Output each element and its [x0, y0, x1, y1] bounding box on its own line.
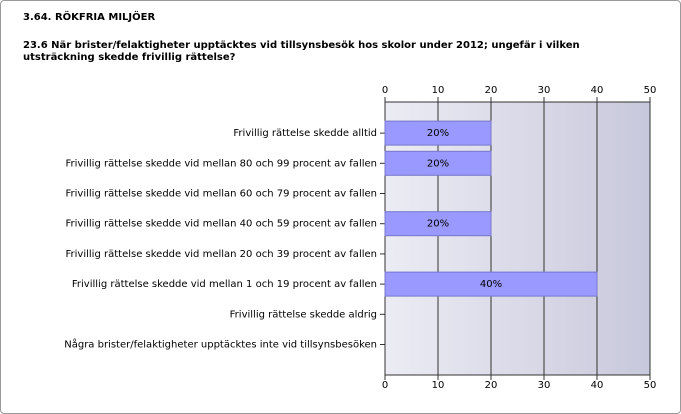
value-label: 20% — [427, 219, 449, 230]
x-tick-label: 20 — [485, 380, 498, 391]
bar — [384, 271, 598, 297]
y-tick-label: Frivillig rättelse skedde vid mellan 60 … — [66, 189, 377, 200]
x-tick-label: 0 — [382, 380, 388, 391]
y-tick-label: Frivillig rättelse skedde aldrig — [230, 309, 377, 320]
x-tick-label: 20 — [485, 85, 498, 96]
bar — [384, 150, 492, 176]
y-tick-label: Frivillig rättelse skedde vid mellan 20 … — [66, 249, 377, 260]
y-tick-label: Frivillig rättelse skedde alltid — [233, 128, 377, 139]
plot-area — [385, 102, 650, 375]
x-tick-label: 30 — [538, 380, 551, 391]
chart-title: 3.64. RÖKFRIA MILJÖER — [23, 12, 156, 23]
y-tick-label: Frivillig rättelse skedde vid mellan 40 … — [66, 219, 377, 230]
x-tick-label: 40 — [591, 380, 604, 391]
y-tick-label: Frivillig rättelse skedde vid mellan 80 … — [66, 158, 377, 169]
y-tick-label: Några brister/felaktigheter upptäcktes i… — [64, 338, 377, 351]
x-tick-label: 10 — [432, 85, 445, 96]
bar — [384, 211, 492, 237]
x-tick-label: 50 — [644, 380, 657, 391]
x-tick-label: 10 — [432, 380, 445, 391]
x-tick-label: 0 — [382, 85, 388, 96]
x-tick-label: 30 — [538, 85, 551, 96]
value-label: 40% — [480, 279, 502, 290]
x-tick-label: 50 — [644, 85, 657, 96]
value-label: 20% — [427, 128, 449, 139]
value-label: 20% — [427, 158, 449, 169]
bar — [384, 120, 492, 146]
x-tick-label: 40 — [591, 85, 604, 96]
chart-subtitle: 23.6 När brister/felaktigheter upptäckte… — [23, 40, 580, 63]
y-tick-label: Frivillig rättelse skedde vid mellan 1 o… — [72, 279, 377, 290]
